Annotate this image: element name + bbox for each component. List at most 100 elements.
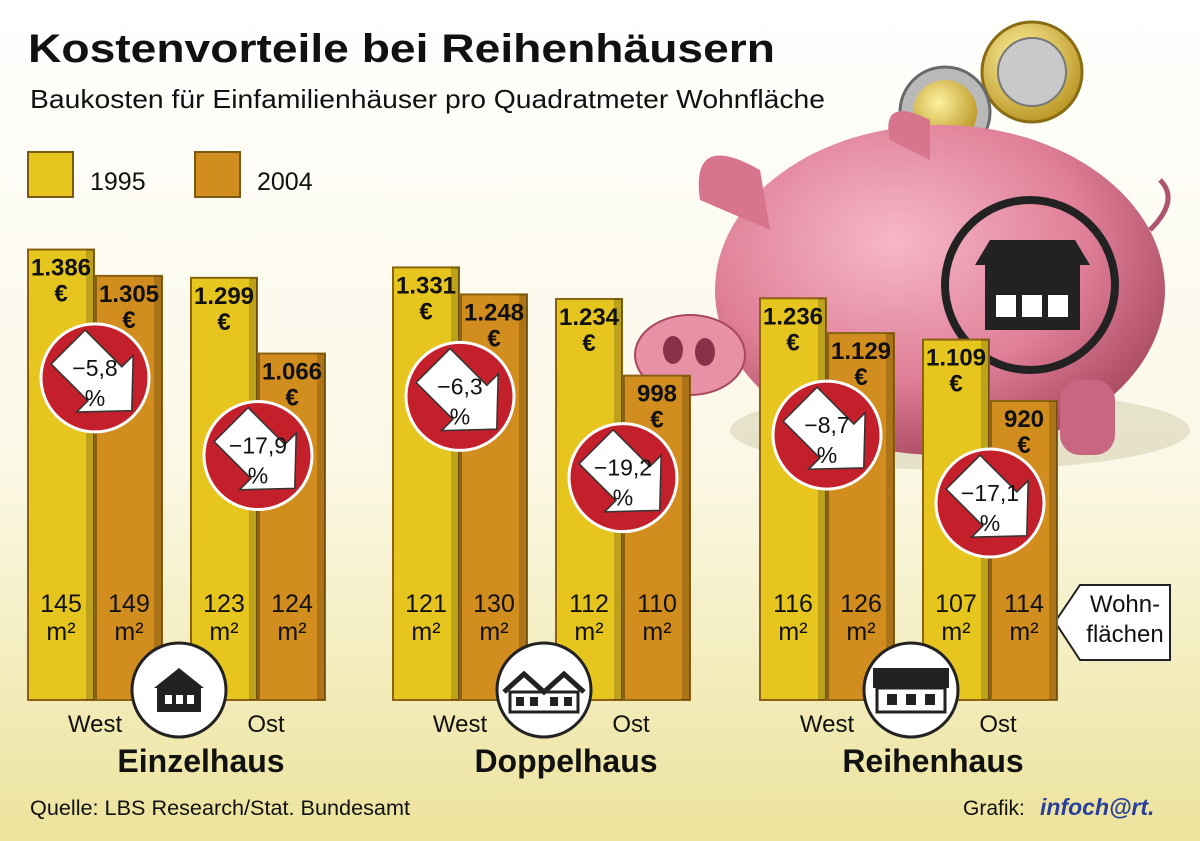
area-unit: m² bbox=[778, 618, 807, 646]
area-unit: m² bbox=[209, 618, 238, 646]
house-icon bbox=[165, 695, 172, 704]
value-unit: € bbox=[122, 307, 135, 334]
bar-shade bbox=[818, 298, 826, 700]
change-arrow bbox=[50, 328, 134, 413]
house-icon bbox=[516, 697, 524, 706]
value-label: 1.109 bbox=[926, 345, 986, 372]
value-unit: € bbox=[217, 309, 230, 336]
value-unit: € bbox=[487, 325, 500, 352]
chart-title: Kostenvorteile bei Reihenhäusern bbox=[28, 27, 775, 71]
value-unit: € bbox=[650, 407, 663, 434]
area-unit: m² bbox=[574, 618, 603, 646]
value-unit: € bbox=[854, 364, 867, 391]
value-unit: € bbox=[54, 281, 67, 308]
value-label: 1.234 bbox=[559, 304, 620, 331]
bar-shade bbox=[451, 267, 459, 700]
change-arrow bbox=[415, 347, 499, 432]
value-label: 1.236 bbox=[763, 303, 823, 330]
area-label: 130 bbox=[473, 590, 515, 618]
area-unit: m² bbox=[642, 618, 671, 646]
region-label: West bbox=[800, 711, 855, 738]
bar-shade bbox=[317, 353, 325, 700]
value-unit: € bbox=[786, 329, 799, 356]
value-label: 1.299 bbox=[194, 283, 254, 310]
area-label: 107 bbox=[935, 590, 977, 618]
legend-swatch bbox=[27, 151, 74, 198]
area-unit: m² bbox=[114, 618, 143, 646]
area-label: 124 bbox=[271, 590, 313, 618]
house-icon bbox=[508, 690, 580, 714]
bar bbox=[759, 297, 827, 701]
value-label: 1.386 bbox=[31, 255, 91, 282]
value-label: 998 bbox=[637, 381, 677, 408]
change-label: −19,2 bbox=[594, 455, 652, 481]
value-unit: € bbox=[285, 385, 298, 412]
legend-swatch bbox=[194, 151, 241, 198]
house-icon bbox=[887, 694, 897, 705]
group-label: Einzelhaus bbox=[117, 743, 284, 779]
house-icon bbox=[176, 695, 183, 704]
value-label: 920 bbox=[1004, 406, 1044, 433]
area-unit: m² bbox=[479, 618, 508, 646]
value-unit: € bbox=[1017, 432, 1030, 459]
credit: Grafik: bbox=[963, 797, 1025, 820]
house-icon bbox=[906, 694, 916, 705]
house-icon bbox=[154, 668, 204, 688]
source: Quelle: LBS Research/Stat. Bundesamt bbox=[30, 797, 410, 820]
change-label: −17,1 bbox=[961, 480, 1019, 506]
value-label: 1.066 bbox=[262, 359, 322, 386]
house-icon bbox=[550, 697, 558, 706]
bar bbox=[392, 266, 460, 701]
value-unit: € bbox=[419, 298, 432, 325]
area-label: 112 bbox=[569, 590, 609, 618]
area-label: 114 bbox=[1004, 590, 1044, 618]
house-icon bbox=[564, 697, 572, 706]
house-icon bbox=[875, 686, 947, 714]
area-label: 116 bbox=[773, 590, 813, 618]
bar-shade bbox=[519, 294, 527, 700]
area-label: 121 bbox=[405, 590, 447, 618]
annotation: Wohn- bbox=[1090, 591, 1160, 618]
value-label: 1.331 bbox=[396, 272, 456, 299]
change-unit: % bbox=[613, 485, 633, 511]
change-unit: % bbox=[450, 403, 470, 429]
value-label: 1.248 bbox=[464, 299, 524, 326]
legend-label: 1995 bbox=[90, 168, 146, 196]
area-unit: m² bbox=[846, 618, 875, 646]
change-unit: % bbox=[85, 385, 105, 411]
change-arrow bbox=[945, 454, 1029, 538]
annotation-box bbox=[1053, 584, 1171, 661]
region-label: West bbox=[68, 711, 123, 738]
area-label: 145 bbox=[40, 590, 82, 618]
change-label: −6,3 bbox=[437, 373, 482, 399]
change-unit: % bbox=[817, 442, 837, 468]
region-label: Ost bbox=[612, 711, 650, 738]
house-icon bbox=[873, 668, 949, 688]
change-arrow bbox=[213, 406, 297, 491]
area-unit: m² bbox=[941, 618, 970, 646]
legend-label: 2004 bbox=[257, 168, 313, 196]
region-label: Ost bbox=[247, 711, 285, 738]
area-label: 126 bbox=[840, 590, 882, 618]
change-label: −17,9 bbox=[229, 433, 287, 459]
change-unit: % bbox=[980, 510, 1000, 536]
region-label: West bbox=[433, 711, 488, 738]
house-icon bbox=[530, 697, 538, 706]
value-label: 1.305 bbox=[99, 281, 159, 308]
value-label: 1.129 bbox=[831, 338, 891, 365]
area-unit: m² bbox=[1009, 618, 1038, 646]
region-label: Ost bbox=[979, 711, 1017, 738]
bar-shade bbox=[154, 275, 162, 700]
group-label: Doppelhaus bbox=[474, 743, 657, 779]
group-label: Reihenhaus bbox=[842, 743, 1023, 779]
area-label: 110 bbox=[637, 590, 677, 618]
credit-brand: infoch@rt. bbox=[1040, 794, 1154, 820]
change-arrow bbox=[578, 428, 662, 513]
area-label: 149 bbox=[108, 590, 150, 618]
house-icon bbox=[925, 694, 935, 705]
area-label: 123 bbox=[203, 590, 245, 618]
bar bbox=[623, 374, 691, 701]
area-unit: m² bbox=[46, 618, 75, 646]
bar-shade bbox=[886, 333, 894, 700]
